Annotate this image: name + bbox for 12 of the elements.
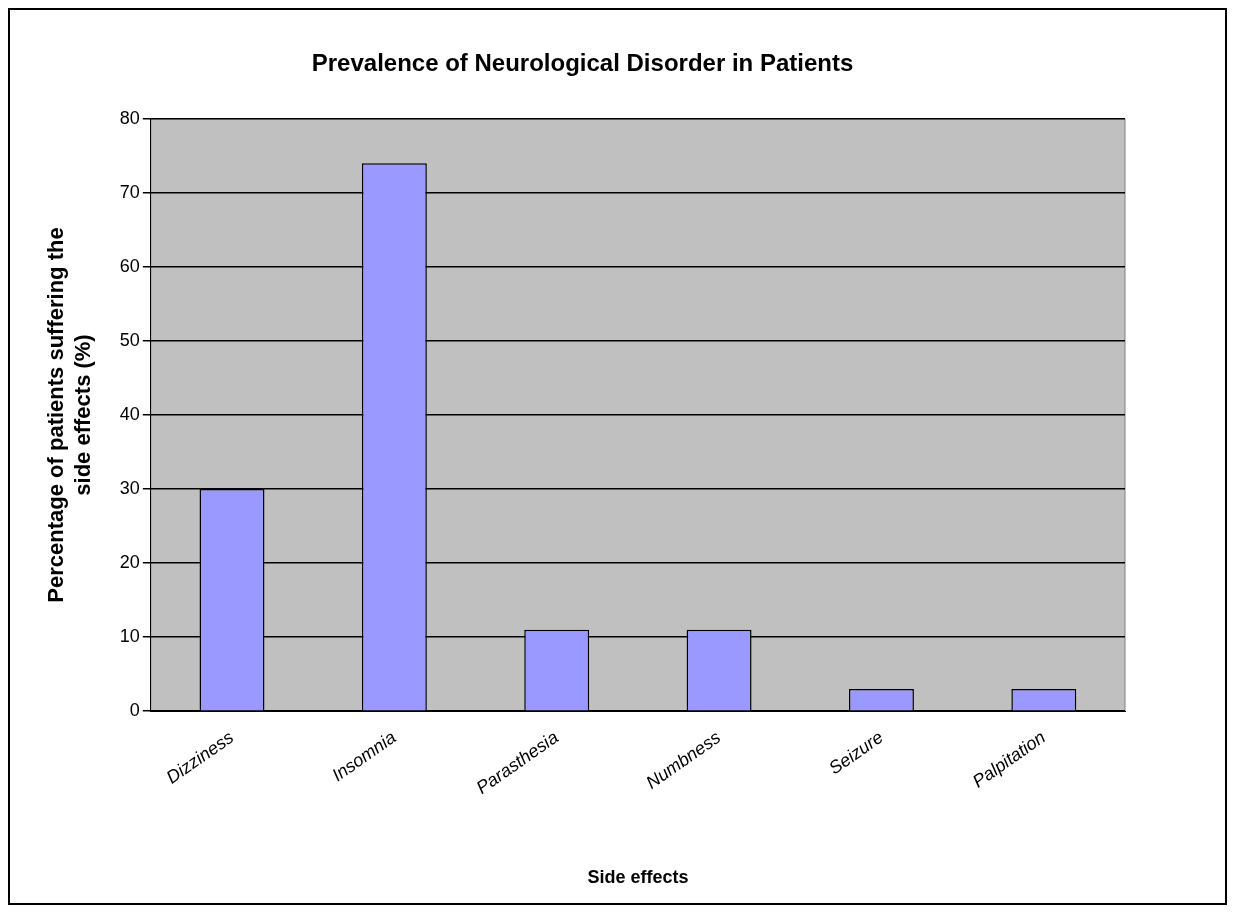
chart-title: Prevalence of Neurological Disorder in Patients <box>311 49 854 77</box>
y-tick-label: 70 <box>119 181 140 202</box>
y-tick-label: 50 <box>119 329 140 350</box>
y-tick-label: 20 <box>119 552 140 573</box>
y-tick-label: 0 <box>129 700 140 721</box>
y-tick-label: 10 <box>119 626 140 647</box>
y-tick-label: 80 <box>119 107 140 128</box>
y-tick-label: 30 <box>119 478 140 499</box>
y-tick-label: 40 <box>119 403 140 424</box>
x-axis-title: Side effects <box>587 867 689 888</box>
y-tick-label: 60 <box>119 255 140 276</box>
y-axis-title: Percentage of patients suffering the side effects (%) <box>43 227 95 603</box>
